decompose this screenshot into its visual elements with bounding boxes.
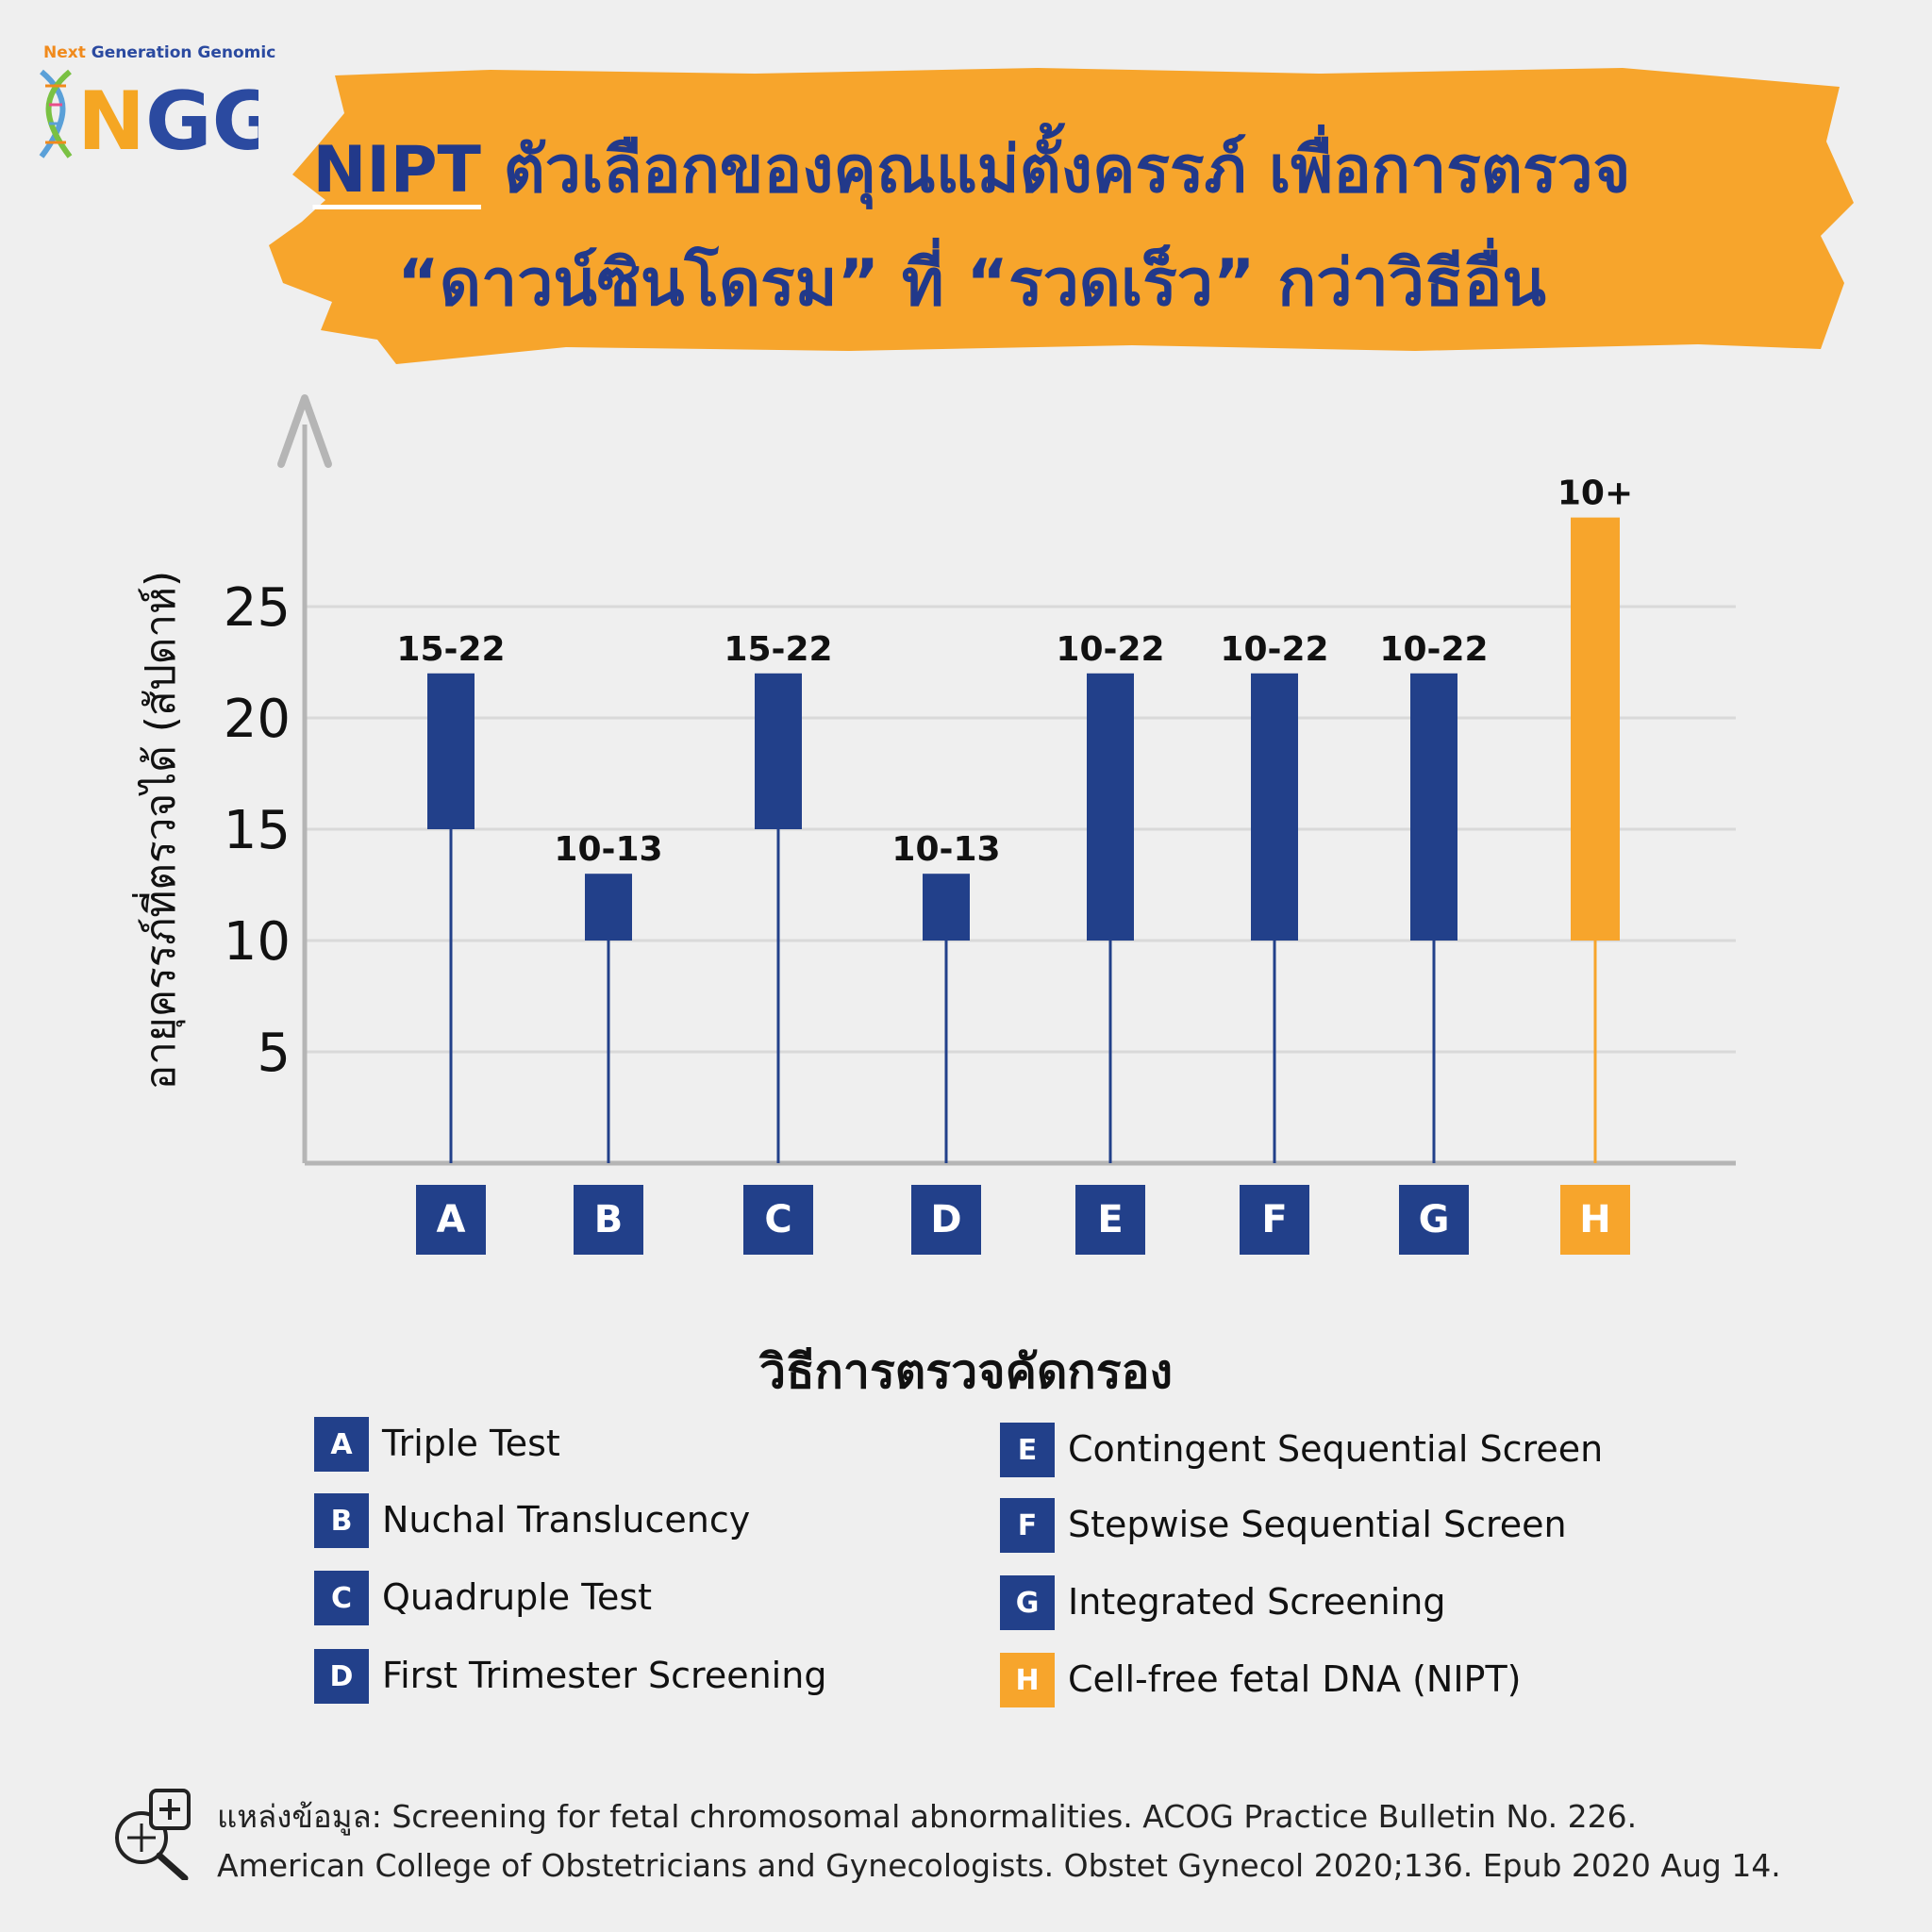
data-label-d: 10-13 bbox=[891, 830, 1000, 869]
category-box-b bbox=[574, 1185, 643, 1255]
category-box-d bbox=[911, 1185, 981, 1255]
range-bar-g bbox=[1410, 673, 1457, 941]
legend-label: Nuchal Translucency bbox=[382, 1499, 751, 1541]
category-box-h bbox=[1560, 1185, 1630, 1255]
legend-label: Contingent Sequential Screen bbox=[1068, 1428, 1604, 1470]
x-tick-label-f: F bbox=[1261, 1198, 1287, 1241]
range-bar-a bbox=[427, 673, 475, 829]
legend-key-box: B bbox=[314, 1493, 369, 1548]
range-bar-c bbox=[755, 673, 802, 829]
legend-label: Quadruple Test bbox=[382, 1576, 653, 1618]
data-label-c: 15-22 bbox=[724, 630, 832, 669]
legend-label: First Trimester Screening bbox=[382, 1655, 827, 1696]
legend-key-box: E bbox=[1000, 1423, 1055, 1477]
range-bar-h bbox=[1571, 517, 1620, 941]
range-bar-e bbox=[1087, 673, 1134, 941]
category-box-g bbox=[1399, 1185, 1469, 1255]
y-axis-arrow bbox=[277, 394, 332, 468]
legend-label: Triple Test bbox=[382, 1423, 560, 1464]
y-tick-label: 10 bbox=[224, 911, 291, 973]
legend-key-box: D bbox=[314, 1649, 369, 1704]
title-line-1: NIPT ตัวเลือกของคุณแม่ตั้งครรภ์ เพื่อการ… bbox=[312, 133, 1631, 208]
y-axis-label: อายุครรภ์ที่ตรวจได้ (สัปดาห์) bbox=[137, 570, 185, 1091]
range-bar-b bbox=[585, 874, 632, 941]
category-box-a bbox=[416, 1185, 486, 1255]
y-tick-label: 25 bbox=[224, 577, 291, 639]
logo-text: NGG bbox=[77, 75, 258, 166]
y-tick-label: 15 bbox=[224, 800, 291, 861]
y-tick-label: 5 bbox=[257, 1023, 291, 1084]
data-label-h: 10+ bbox=[1557, 475, 1633, 513]
source-citation: แหล่งข้อมูล: Screening for fetal chromos… bbox=[217, 1792, 1781, 1890]
title-line-2: “ดาวน์ซินโดรม” ที่ “รวดเร็ว” กว่าวิธีอื่… bbox=[397, 246, 1546, 321]
x-tick-label-h: H bbox=[1579, 1198, 1610, 1241]
x-tick-label-g: G bbox=[1419, 1198, 1450, 1241]
legend-key-box: A bbox=[314, 1417, 369, 1472]
legend-key-box: F bbox=[1000, 1498, 1055, 1553]
logo-tagline: Next Generation Genomic bbox=[43, 43, 276, 62]
category-box-e bbox=[1075, 1185, 1145, 1255]
screening-range-chart: 5 10 15 20 25 15-22 A 10-13 B 15-22 C 10-13 D 10-22 E 1… bbox=[224, 394, 1736, 1255]
range-bar-f bbox=[1251, 673, 1298, 941]
legend-label: Integrated Screening bbox=[1068, 1581, 1446, 1623]
section-title: วิธีการตรวจคัดกรอง bbox=[759, 1344, 1173, 1399]
search-document-icon bbox=[115, 1789, 191, 1880]
ngg-logo: Next Generation Genomic NGG bbox=[32, 43, 275, 166]
category-box-c bbox=[743, 1185, 813, 1255]
data-label-e: 10-22 bbox=[1056, 630, 1164, 669]
nipt-highlight: NIPT bbox=[312, 133, 481, 208]
legend-label: Stepwise Sequential Screen bbox=[1068, 1504, 1567, 1545]
category-box-f bbox=[1240, 1185, 1309, 1255]
data-label-a: 15-22 bbox=[396, 630, 505, 669]
x-tick-label-a: A bbox=[437, 1198, 466, 1241]
x-tick-label-b: B bbox=[594, 1198, 624, 1241]
legend-label: Cell-free fetal DNA (NIPT) bbox=[1068, 1658, 1522, 1700]
x-tick-label-c: C bbox=[764, 1198, 791, 1241]
data-label-b: 10-13 bbox=[554, 830, 662, 869]
data-label-f: 10-22 bbox=[1220, 630, 1328, 669]
data-label-g: 10-22 bbox=[1379, 630, 1488, 669]
title-banner bbox=[269, 68, 1854, 364]
source-line-2: American College of Obstetricians and Gy… bbox=[217, 1847, 1781, 1884]
y-tick-label: 20 bbox=[224, 689, 291, 750]
x-tick-label-d: D bbox=[930, 1198, 961, 1241]
legend-key-box: H bbox=[1000, 1653, 1055, 1707]
x-tick-label-e: E bbox=[1097, 1198, 1123, 1241]
legend-key-box: C bbox=[314, 1571, 369, 1625]
legend-key-box: G bbox=[1000, 1575, 1055, 1630]
dna-logo-mark: NGG bbox=[39, 69, 258, 166]
range-bar-d bbox=[923, 874, 970, 941]
source-line-1: แหล่งข้อมูล: Screening for fetal chromos… bbox=[217, 1798, 1638, 1835]
